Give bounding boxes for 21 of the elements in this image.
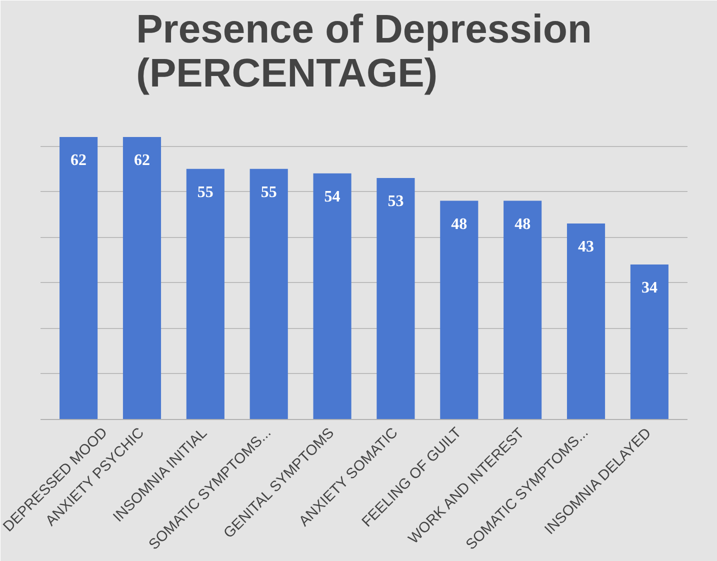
data-label: 62 [134,152,150,169]
bar [313,173,352,420]
data-label: 48 [451,216,468,233]
bar [566,224,606,420]
data-label: 53 [388,192,404,210]
bar [504,200,542,420]
data-label: 34 [641,280,658,297]
bar [630,264,668,420]
data-label: 43 [578,238,594,256]
data-label: 55 [260,184,277,201]
bar [250,168,288,420]
data-label: 54 [324,188,340,206]
bar [186,168,224,420]
chart-title: Presence of Depression (PERCENTAGE) [136,8,592,96]
data-label: 55 [197,184,214,201]
bar [122,136,162,420]
bar [376,178,415,420]
bar [440,200,478,420]
bar [60,136,98,420]
data-label: 48 [514,216,531,233]
data-label: 62 [70,152,87,169]
